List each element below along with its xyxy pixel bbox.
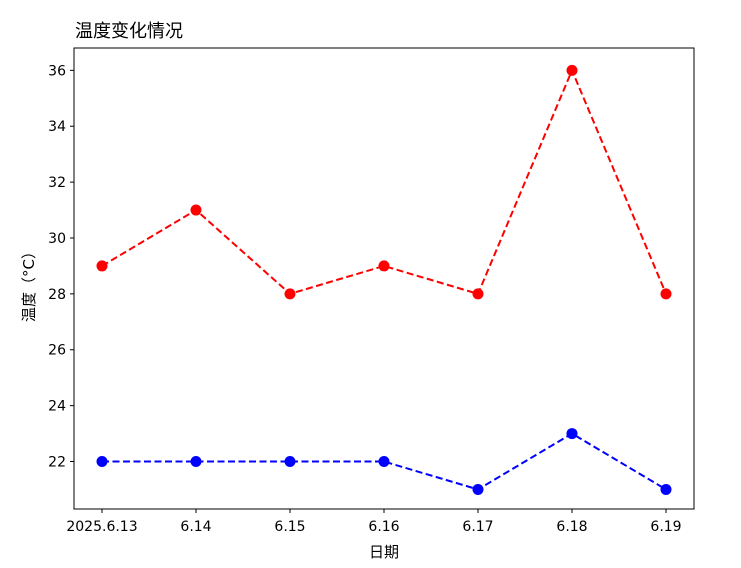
y-tick-label: 26 (48, 343, 66, 359)
chart-title: 温度变化情况 (75, 21, 183, 42)
y-tick-label: 28 (48, 287, 66, 303)
plot-area: 22 24 26 28 30 32 34 36 2025.6.13 6.14 6.15 6.16 6.1… (48, 47, 695, 535)
x-tick-label: 2025.6.13 (66, 519, 137, 535)
series-point (96, 260, 108, 272)
y-tick-label: 30 (48, 231, 66, 247)
series-point (472, 288, 484, 300)
x-axis-label: 日期 (369, 543, 399, 561)
series-point (190, 204, 202, 216)
y-tick-label: 32 (48, 175, 66, 191)
series-line (101, 67, 667, 296)
x-tick-label: 6.14 (180, 519, 211, 535)
series-point (284, 456, 296, 468)
x-tick-label: 6.15 (274, 519, 305, 535)
y-tick-label: 24 (48, 399, 66, 415)
x-tick-label: 6.17 (462, 519, 493, 535)
series-point (190, 456, 202, 468)
series-point (472, 483, 484, 495)
series-point (660, 483, 672, 495)
x-tick-label: 6.19 (650, 519, 681, 535)
series-point (566, 64, 578, 76)
x-tick-label: 6.16 (368, 519, 399, 535)
x-tick-label: 6.18 (556, 519, 587, 535)
series-point (378, 260, 390, 272)
series-point (566, 428, 578, 440)
series-point (378, 456, 390, 468)
y-axis-label: 温度（°C） (20, 244, 38, 322)
series-point (284, 288, 296, 300)
plot-frame (73, 47, 695, 510)
series-point (660, 288, 672, 300)
y-tick-label: 34 (48, 119, 66, 135)
series-point (96, 456, 108, 468)
y-tick-label: 22 (48, 455, 66, 471)
y-tick-label: 36 (48, 63, 66, 79)
